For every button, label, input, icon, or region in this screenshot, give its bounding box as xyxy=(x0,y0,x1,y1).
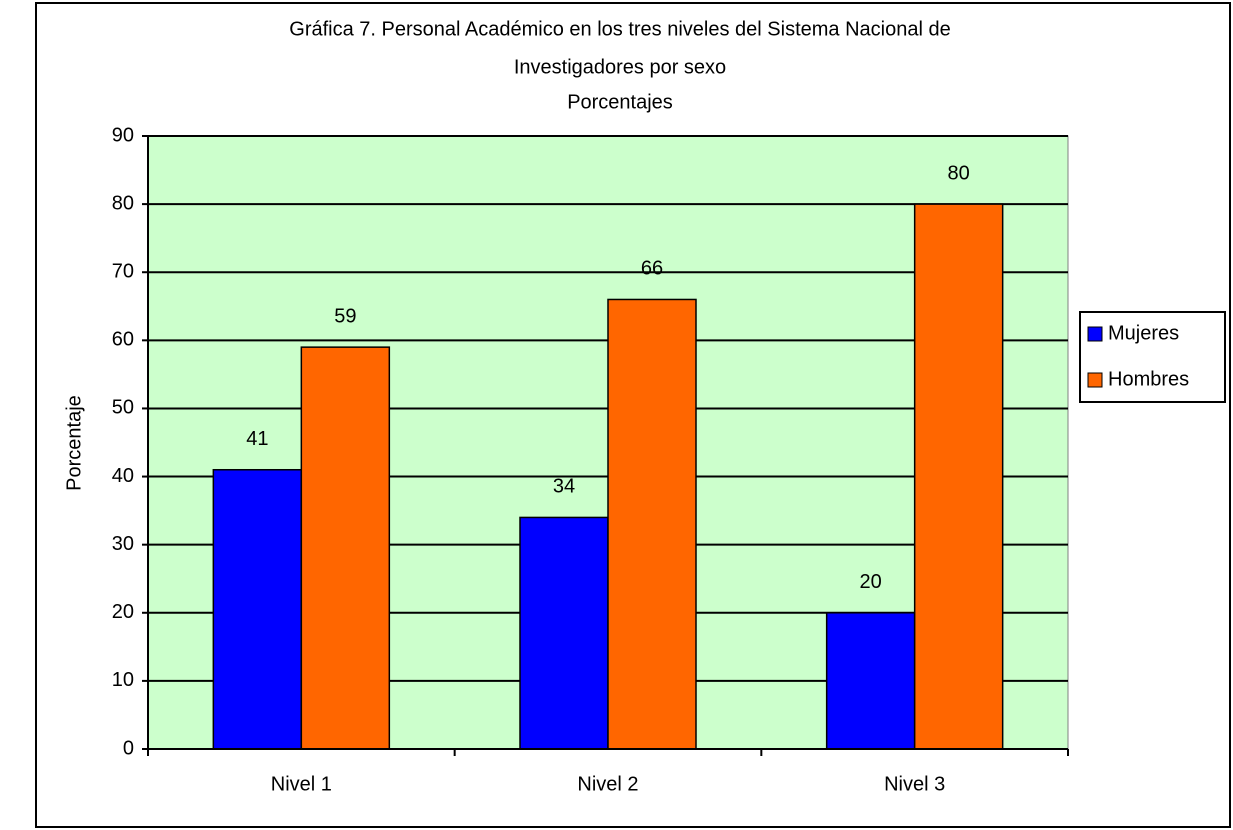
y-tick-label: 10 xyxy=(112,669,134,691)
legend-swatch xyxy=(1087,372,1103,388)
legend-swatch xyxy=(1087,326,1103,342)
legend-label: Hombres xyxy=(1108,368,1189,390)
bar xyxy=(300,346,391,750)
y-tick-label: 0 xyxy=(123,737,134,759)
y-tick-label: 40 xyxy=(112,465,134,487)
chart-title: Gráfica 7. Personal Académico en los tre… xyxy=(289,18,950,40)
bar xyxy=(519,516,609,750)
data-label: 59 xyxy=(334,305,356,327)
x-tick-label: Nivel 3 xyxy=(884,773,945,795)
data-label: 20 xyxy=(860,571,882,593)
bar xyxy=(212,468,303,750)
chart-subtitle: Porcentajes xyxy=(567,91,673,113)
x-tick-label: Nivel 1 xyxy=(271,773,332,795)
y-tick-label: 50 xyxy=(112,397,134,419)
y-axis-label: Porcentaje xyxy=(63,395,85,491)
chart-title: Investigadores por sexo xyxy=(514,56,726,78)
x-tick-label: Nivel 2 xyxy=(577,773,638,795)
bar xyxy=(607,298,697,750)
legend-label: Mujeres xyxy=(1108,322,1179,344)
data-label: 34 xyxy=(553,476,575,498)
y-tick-label: 90 xyxy=(112,124,134,146)
legend-box xyxy=(1079,311,1226,403)
y-tick-label: 70 xyxy=(112,261,134,283)
data-label: 66 xyxy=(641,258,663,280)
y-tick-label: 80 xyxy=(112,192,134,214)
data-label: 80 xyxy=(948,162,970,184)
bar xyxy=(913,203,1004,750)
y-tick-label: 60 xyxy=(112,329,134,351)
y-tick-label: 20 xyxy=(112,601,134,623)
bar xyxy=(825,612,916,750)
y-tick-label: 30 xyxy=(112,533,134,555)
data-label: 41 xyxy=(246,428,268,450)
